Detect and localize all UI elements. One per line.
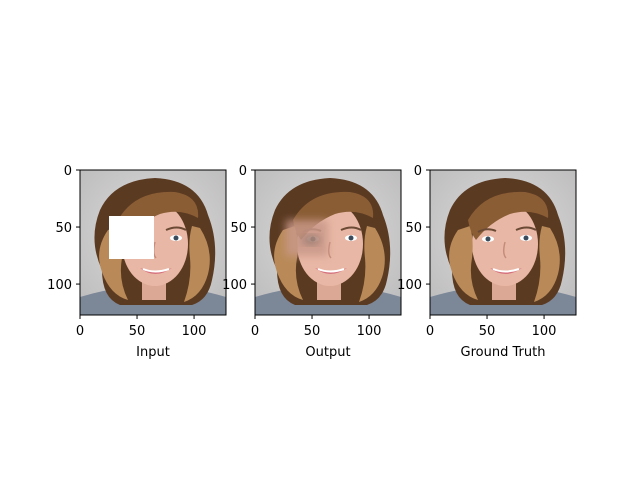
panel-label: Ground Truth (461, 345, 546, 360)
right-eyebrow (340, 226, 362, 231)
bangs (118, 191, 199, 240)
panel-2: 0 50 100 0 50 100 Output (222, 164, 402, 360)
x-tick-label: 50 (479, 324, 496, 339)
x-tick-label: 100 (182, 324, 207, 339)
blurry-eye (302, 235, 320, 245)
right-iris (348, 235, 354, 241)
y-tick-label: 50 (230, 221, 247, 236)
panel-label: Input (136, 345, 170, 360)
right-eyebrow (165, 226, 187, 231)
teeth (317, 268, 345, 273)
left-iris (485, 236, 491, 242)
panel-image (255, 170, 401, 315)
panel-image (430, 170, 576, 315)
y-tick-label: 100 (222, 278, 247, 293)
y-tick-label: 50 (55, 221, 72, 236)
hair-right (184, 226, 210, 302)
hair-right (359, 226, 385, 302)
y-tick-label: 0 (64, 164, 72, 179)
x-tick-label: 0 (76, 324, 84, 339)
panel-label: Output (305, 345, 350, 360)
teeth (142, 268, 170, 273)
x-tick-label: 50 (304, 324, 321, 339)
nose (327, 241, 332, 259)
right-iris (523, 235, 529, 241)
y-tick-label: 0 (414, 164, 422, 179)
right-iris (173, 235, 179, 241)
axes-frame (254, 169, 402, 316)
y-tick-label: 100 (47, 278, 72, 293)
axes-frame (429, 169, 577, 316)
x-tick-label: 100 (357, 324, 382, 339)
y-tick-label: 0 (239, 164, 247, 179)
y-tick-label: 50 (405, 221, 422, 236)
hair-right (534, 226, 560, 302)
right-eyebrow (515, 226, 537, 231)
hair-left (449, 226, 478, 300)
x-tick-label: 0 (426, 324, 434, 339)
left-eyebrow (477, 228, 497, 233)
panel-3: 0 50 100 0 50 100 Ground Truth (397, 164, 577, 360)
bangs (293, 191, 374, 240)
x-tick-label: 0 (251, 324, 259, 339)
panel-image (80, 170, 226, 315)
y-tick-label: 100 (397, 278, 422, 293)
nose (502, 241, 507, 259)
bangs (468, 191, 549, 240)
axes-frame (79, 169, 227, 316)
x-tick-label: 50 (129, 324, 146, 339)
teeth (492, 268, 520, 273)
occlusion-mask (109, 216, 154, 259)
panel-1: 0 50 100 0 50 100 Input (47, 164, 227, 360)
x-tick-label: 100 (532, 324, 557, 339)
